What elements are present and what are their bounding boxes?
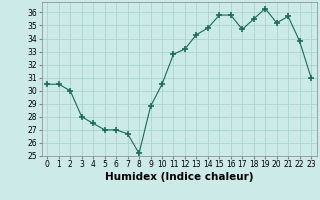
X-axis label: Humidex (Indice chaleur): Humidex (Indice chaleur) — [105, 172, 253, 182]
